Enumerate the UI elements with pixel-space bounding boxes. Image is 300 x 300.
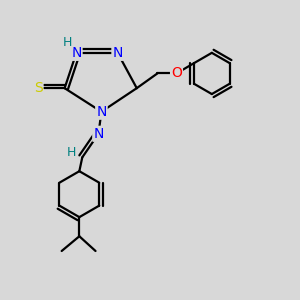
Text: N: N — [112, 46, 123, 60]
Text: H: H — [63, 36, 72, 49]
Text: N: N — [93, 127, 104, 141]
Text: O: O — [171, 66, 182, 80]
Text: N: N — [96, 105, 106, 119]
Text: H: H — [66, 146, 76, 159]
Text: S: S — [34, 81, 43, 95]
Text: N: N — [71, 46, 82, 60]
